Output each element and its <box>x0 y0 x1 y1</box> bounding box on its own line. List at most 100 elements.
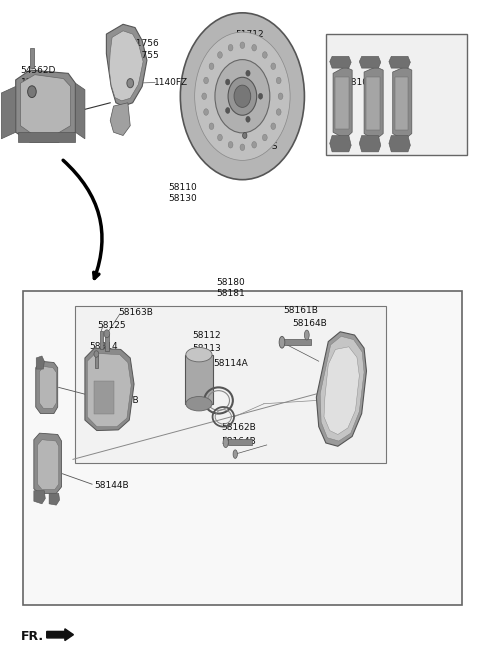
Ellipse shape <box>180 13 304 179</box>
Polygon shape <box>110 102 130 135</box>
Ellipse shape <box>202 93 206 99</box>
Text: 58314: 58314 <box>90 342 118 351</box>
Polygon shape <box>36 356 44 369</box>
Ellipse shape <box>228 78 257 115</box>
Polygon shape <box>39 367 56 408</box>
Ellipse shape <box>252 141 257 148</box>
Ellipse shape <box>204 78 208 83</box>
Polygon shape <box>316 332 366 446</box>
Text: 58181: 58181 <box>216 289 245 298</box>
Ellipse shape <box>246 70 250 76</box>
Text: 58162B: 58162B <box>221 424 256 432</box>
Ellipse shape <box>263 52 267 58</box>
Ellipse shape <box>223 437 228 447</box>
Ellipse shape <box>271 63 276 70</box>
Ellipse shape <box>217 134 222 141</box>
Ellipse shape <box>228 45 233 51</box>
Text: 58125F: 58125F <box>90 355 123 365</box>
FancyArrow shape <box>47 629 73 641</box>
Bar <box>284 339 311 345</box>
Polygon shape <box>1 87 16 139</box>
Ellipse shape <box>242 133 247 139</box>
Ellipse shape <box>276 109 281 115</box>
Ellipse shape <box>304 330 309 340</box>
Text: 58144B: 58144B <box>95 481 129 490</box>
Bar <box>30 49 34 68</box>
Bar <box>395 78 408 129</box>
Polygon shape <box>320 336 364 441</box>
Bar <box>106 334 109 351</box>
Ellipse shape <box>258 93 263 99</box>
Polygon shape <box>87 353 131 426</box>
Ellipse shape <box>94 351 99 357</box>
Ellipse shape <box>204 109 208 115</box>
Ellipse shape <box>186 348 212 362</box>
FancyBboxPatch shape <box>23 290 462 604</box>
Text: FR.: FR. <box>21 629 44 643</box>
Ellipse shape <box>209 123 214 129</box>
Text: 58113: 58113 <box>192 344 221 353</box>
Bar <box>366 78 380 129</box>
FancyBboxPatch shape <box>75 306 385 463</box>
Ellipse shape <box>195 32 290 160</box>
Bar <box>336 77 349 129</box>
Polygon shape <box>21 75 71 134</box>
Text: 1140FZ: 1140FZ <box>154 78 188 87</box>
Text: 51755: 51755 <box>130 51 159 60</box>
Polygon shape <box>36 361 58 413</box>
Text: 58112: 58112 <box>192 330 221 340</box>
Polygon shape <box>109 31 143 101</box>
Ellipse shape <box>186 397 212 411</box>
Polygon shape <box>37 440 59 489</box>
Text: 58125: 58125 <box>97 321 125 330</box>
Bar <box>228 439 252 445</box>
Ellipse shape <box>217 52 222 58</box>
Text: 58164B: 58164B <box>292 319 327 328</box>
Ellipse shape <box>279 336 285 348</box>
Text: 58161B: 58161B <box>283 306 318 315</box>
Polygon shape <box>364 67 383 140</box>
Polygon shape <box>360 57 381 68</box>
Polygon shape <box>16 70 75 142</box>
Text: 58101B: 58101B <box>345 78 380 87</box>
Ellipse shape <box>209 63 214 70</box>
Text: 54562D: 54562D <box>21 66 56 75</box>
Ellipse shape <box>252 45 257 51</box>
Polygon shape <box>18 132 75 142</box>
Polygon shape <box>393 67 412 140</box>
Polygon shape <box>389 135 410 152</box>
Polygon shape <box>389 57 410 68</box>
Polygon shape <box>34 491 45 504</box>
Text: 58180: 58180 <box>216 278 245 287</box>
Polygon shape <box>330 135 351 152</box>
Polygon shape <box>85 348 134 430</box>
Text: 51712: 51712 <box>235 30 264 39</box>
Ellipse shape <box>104 330 110 338</box>
Polygon shape <box>324 347 360 434</box>
Polygon shape <box>95 381 114 413</box>
Polygon shape <box>330 57 351 68</box>
Text: 1351JD: 1351JD <box>21 78 53 87</box>
Ellipse shape <box>276 78 281 83</box>
Text: 58110: 58110 <box>168 183 197 192</box>
Ellipse shape <box>226 79 230 85</box>
Ellipse shape <box>127 79 133 88</box>
Polygon shape <box>49 493 60 505</box>
Ellipse shape <box>246 116 250 122</box>
Text: 58144B: 58144B <box>104 396 139 405</box>
Polygon shape <box>360 135 381 152</box>
Ellipse shape <box>215 60 270 133</box>
Text: 58114A: 58114A <box>214 359 249 368</box>
Ellipse shape <box>234 85 251 107</box>
Bar <box>185 355 213 404</box>
Bar <box>95 355 98 368</box>
Text: 58163B: 58163B <box>118 308 153 317</box>
Text: 1220FS: 1220FS <box>245 142 278 151</box>
Text: 58164B: 58164B <box>221 436 256 445</box>
Ellipse shape <box>228 141 233 148</box>
Text: 51756: 51756 <box>130 39 159 49</box>
Ellipse shape <box>263 134 267 141</box>
Ellipse shape <box>240 42 245 49</box>
FancyBboxPatch shape <box>326 34 467 155</box>
Ellipse shape <box>240 144 245 150</box>
